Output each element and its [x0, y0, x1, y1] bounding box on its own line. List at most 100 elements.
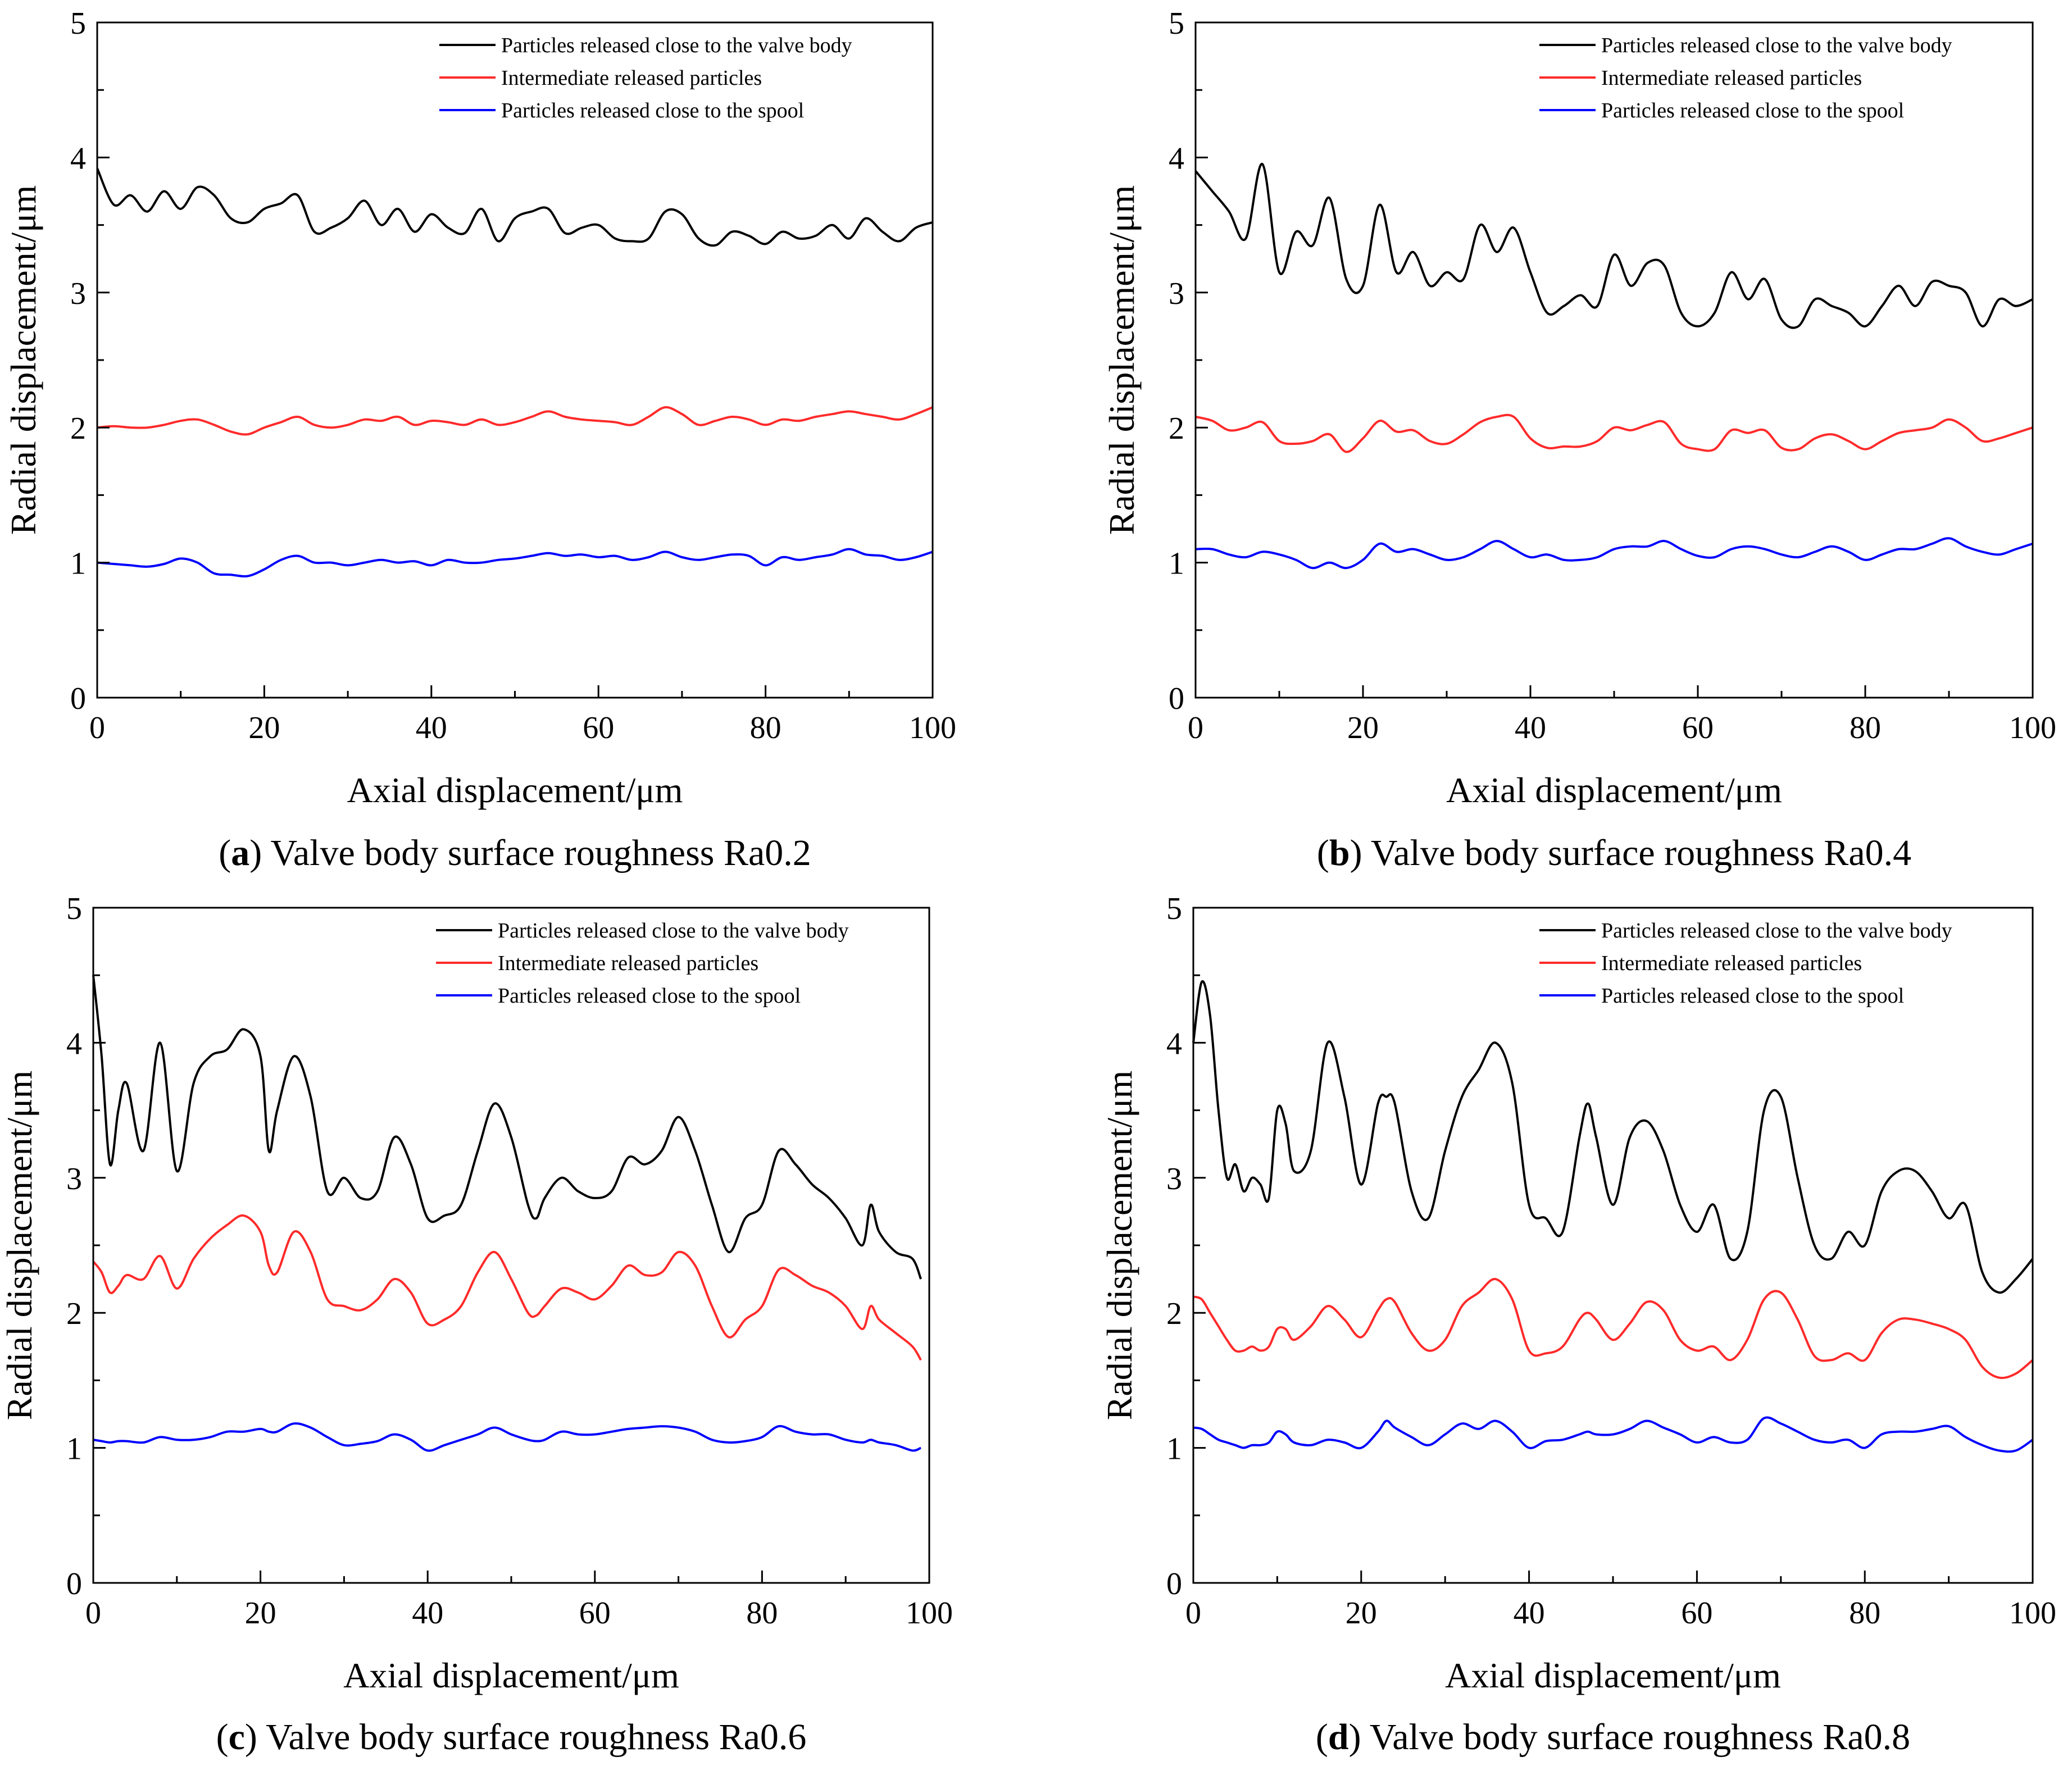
- x-tick-label: 40: [1515, 711, 1546, 745]
- y-axis-title: Radial displacement/μm: [0, 1071, 39, 1421]
- y-tick-label: 2: [1169, 411, 1184, 446]
- y-tick-label: 1: [1169, 547, 1184, 581]
- caption-text: Valve body surface roughness Ra0.4: [1371, 832, 1911, 873]
- caption-open-paren: (: [216, 1717, 229, 1758]
- legend-label: Particles released close to the spool: [1601, 99, 1904, 122]
- series-line-3: [1195, 537, 2033, 570]
- panel-caption: (a) Valve body surface roughness Ra0.2: [219, 832, 811, 873]
- x-tick-label: 20: [1346, 1596, 1377, 1631]
- y-tick-label: 5: [70, 6, 86, 41]
- caption-close-paren: ): [1349, 1717, 1370, 1758]
- y-tick-label: 4: [70, 141, 86, 176]
- x-tick-label: 80: [746, 1596, 778, 1631]
- y-tick-label: 2: [66, 1296, 82, 1331]
- legend-label: Intermediate released particles: [1601, 66, 1862, 90]
- legend-label: Particles released close to the valve bo…: [1601, 919, 1952, 943]
- series-line-3: [93, 1422, 921, 1452]
- y-tick-label: 3: [70, 276, 86, 311]
- caption-close-paren: ): [245, 1717, 266, 1758]
- x-tick-label: 100: [906, 1596, 953, 1631]
- x-tick-label: 0: [1188, 711, 1203, 745]
- legend-label: Intermediate released particles: [501, 66, 762, 90]
- legend-label: Particles released close to the spool: [1601, 984, 1904, 1008]
- panel-caption: (c) Valve body surface roughness Ra0.6: [216, 1717, 807, 1758]
- legend-label: Particles released close to the valve bo…: [1601, 34, 1952, 57]
- caption-open-paren: (: [1316, 1717, 1328, 1758]
- series-line-3: [1193, 1416, 2034, 1453]
- series-line-3: [97, 548, 933, 578]
- series-line-1: [1194, 163, 2033, 329]
- legend-label: Particles released close to the valve bo…: [501, 34, 852, 57]
- x-tick-label: 60: [1681, 1596, 1712, 1631]
- y-tick-label: 3: [1169, 276, 1184, 311]
- series-line-2: [1193, 1278, 2034, 1380]
- x-tick-label: 20: [248, 711, 280, 745]
- x-axis-title: Axial displacement/μm: [1445, 1655, 1781, 1695]
- series-line-1: [92, 975, 922, 1280]
- x-tick-label: 80: [1850, 711, 1881, 745]
- x-tick-label: 40: [416, 711, 447, 745]
- legend-label: Particles released close to the spool: [501, 99, 804, 122]
- chart-panel-d: 0 20 40 60 80 100 0 1 2 3 4 5 Axial displacement/μm R…: [1099, 891, 2056, 1758]
- x-tick-label: 0: [89, 711, 105, 745]
- caption-open-paren: (: [219, 832, 231, 873]
- legend-label: Particles released close to the valve bo…: [498, 919, 849, 943]
- caption-text: Valve body surface roughness Ra0.8: [1370, 1717, 1910, 1758]
- chart-panel-b: 0 20 40 60 80 100 0 1 2 3 4 5 Axial displacement/μm R…: [1102, 6, 2056, 873]
- caption-open-paren: (: [1317, 832, 1329, 873]
- y-tick-label: 5: [66, 891, 82, 926]
- x-tick-label: 100: [909, 711, 956, 745]
- y-axis-title: Radial displacement/μm: [1099, 1071, 1139, 1421]
- y-tick-label: 0: [1169, 681, 1184, 716]
- y-tick-label: 3: [1166, 1162, 1182, 1196]
- legend-label: Intermediate released particles: [1601, 952, 1862, 975]
- series-line-2: [1195, 413, 2033, 453]
- x-tick-label: 80: [750, 711, 781, 745]
- x-tick-label: 100: [2009, 1596, 2056, 1631]
- caption-text: Valve body surface roughness Ra0.2: [271, 832, 811, 873]
- x-axis-title: Axial displacement/μm: [347, 770, 683, 810]
- series-line-1: [1192, 980, 2034, 1294]
- series-line-2: [97, 406, 933, 436]
- legend-label: Particles released close to the spool: [498, 984, 801, 1008]
- legend-label: Intermediate released particles: [498, 952, 758, 975]
- x-tick-label: 20: [1347, 711, 1379, 745]
- y-tick-label: 4: [66, 1026, 82, 1061]
- y-tick-label: 0: [66, 1567, 82, 1601]
- caption-letter: b: [1329, 832, 1350, 873]
- y-tick-label: 5: [1169, 6, 1184, 41]
- x-tick-label: 60: [579, 1596, 611, 1631]
- series-line-1: [96, 167, 933, 247]
- x-tick-label: 60: [1682, 711, 1714, 745]
- series-line-2: [92, 1214, 922, 1361]
- x-tick-label: 0: [1185, 1596, 1201, 1631]
- x-tick-label: 100: [2009, 711, 2056, 745]
- panel-caption: (d) Valve body surface roughness Ra0.8: [1316, 1717, 1910, 1758]
- x-tick-label: 60: [583, 711, 614, 745]
- x-axis-title: Axial displacement/μm: [343, 1655, 679, 1695]
- x-axis-title: Axial displacement/μm: [1446, 770, 1782, 810]
- panel-caption: (b) Valve body surface roughness Ra0.4: [1317, 832, 1911, 873]
- x-tick-label: 20: [245, 1596, 276, 1631]
- chart-panel-c: 0 20 40 60 80 100 0 1 2 3 4 5 Axial displacement/μm R…: [0, 891, 953, 1758]
- caption-letter: a: [231, 832, 249, 873]
- caption-letter: d: [1328, 1717, 1349, 1758]
- caption-letter: c: [229, 1717, 245, 1758]
- y-tick-label: 2: [70, 411, 86, 446]
- x-tick-label: 40: [1514, 1596, 1545, 1631]
- y-tick-label: 3: [66, 1162, 82, 1196]
- y-tick-label: 0: [70, 681, 86, 716]
- y-tick-label: 1: [1166, 1432, 1182, 1467]
- y-tick-label: 4: [1166, 1026, 1182, 1061]
- y-tick-label: 2: [1166, 1296, 1182, 1331]
- y-tick-label: 4: [1169, 141, 1184, 176]
- x-tick-label: 80: [1849, 1596, 1880, 1631]
- caption-text: Valve body surface roughness Ra0.6: [266, 1717, 806, 1758]
- x-tick-label: 40: [412, 1596, 443, 1631]
- chart-panel-a: 0 20 40 60 80 100 0 1 2 3 4 5 Axial displacement/μm R…: [3, 6, 956, 873]
- caption-close-paren: ): [249, 832, 270, 873]
- y-axis-title: Radial displacement/μm: [3, 185, 43, 535]
- caption-close-paren: ): [1350, 832, 1371, 873]
- y-axis-title: Radial displacement/μm: [1102, 185, 1142, 535]
